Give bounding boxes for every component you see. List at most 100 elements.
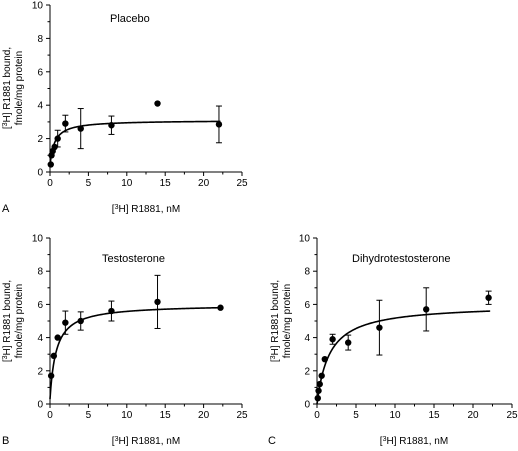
- data-point: [108, 122, 115, 129]
- data-point: [62, 120, 69, 127]
- panel-title: Placebo: [110, 13, 150, 25]
- data-point: [485, 294, 492, 301]
- x-tick-label: 20: [467, 410, 479, 421]
- y-tick-label: 6: [37, 67, 43, 78]
- x-axis-label-part: H] R1881, nM: [118, 436, 180, 447]
- y-tick-label: 10: [299, 234, 311, 245]
- data-point: [108, 307, 115, 315]
- x-tick-label: 5: [86, 178, 92, 189]
- panel-title: Dihydrotestosterone: [352, 253, 450, 265]
- y-tick-label: 2: [37, 366, 43, 377]
- x-axis-label-part: [: [112, 204, 115, 215]
- y-axis-label-line1: [3H] R1881 bound,: [270, 280, 282, 362]
- y-tick-label: 0: [37, 400, 43, 411]
- panel-label: C: [268, 435, 276, 447]
- y-tick-label: 8: [37, 267, 43, 278]
- x-axis-label-part: H] R1881, nM: [118, 204, 180, 215]
- data-point: [54, 135, 61, 142]
- y-tick-label: 6: [304, 300, 310, 311]
- panel-label: A: [2, 203, 10, 215]
- y-axis-label-line2: fmole/mg protein: [14, 284, 25, 358]
- x-tick-label: 25: [506, 410, 518, 421]
- y-axis-label-part: [: [2, 359, 13, 362]
- x-tick-label: 10: [121, 178, 133, 189]
- y-axis-label-part: H] R1881 bound,: [270, 280, 281, 356]
- data-point: [77, 125, 84, 132]
- data-point: [329, 336, 336, 343]
- y-axis-label-line1: [3H] R1881 bound,: [2, 47, 14, 129]
- x-tick-label: 25: [236, 178, 248, 189]
- data-point: [376, 324, 383, 331]
- x-tick-label: 15: [160, 178, 172, 189]
- y-axis-label-line2: fmole/mg protein: [14, 51, 25, 125]
- data-point: [51, 143, 58, 151]
- panel-title: Testosterone: [102, 253, 165, 265]
- x-axis-label: [3H] R1881, nM: [380, 436, 448, 448]
- x-axis-label-sup: 3: [115, 204, 119, 211]
- x-axis-label: [3H] R1881, nM: [112, 204, 180, 216]
- x-tick-label: 5: [353, 410, 359, 421]
- y-tick-label: 0: [37, 168, 43, 179]
- x-tick-label: 20: [198, 178, 210, 189]
- y-tick-label: 6: [37, 300, 43, 311]
- x-axis-label-sup: 3: [383, 436, 387, 443]
- data-point: [423, 306, 430, 313]
- x-tick-label: 25: [236, 410, 248, 421]
- data-point: [215, 121, 223, 128]
- y-axis-label-sup: 3: [2, 122, 9, 126]
- data-point: [321, 355, 328, 363]
- data-point: [54, 334, 61, 341]
- y-tick-label: 2: [304, 366, 310, 377]
- x-tick-label: 20: [198, 410, 210, 421]
- y-tick-label: 2: [37, 134, 43, 145]
- y-tick-label: 8: [304, 267, 310, 278]
- y-tick-label: 10: [32, 234, 44, 245]
- x-tick-label: 15: [428, 410, 440, 421]
- y-axis-label-sup: 3: [270, 355, 277, 359]
- data-point: [62, 319, 69, 326]
- x-tick-label: 15: [160, 410, 172, 421]
- y-tick-label: 4: [304, 333, 310, 344]
- x-axis-label-part: [: [380, 436, 383, 447]
- y-axis-label-sup: 3: [2, 355, 9, 359]
- y-tick-label: 4: [37, 101, 43, 112]
- x-tick-label: 0: [47, 178, 53, 189]
- data-point: [315, 387, 322, 394]
- x-tick-label: 0: [47, 410, 53, 421]
- y-tick-label: 0: [304, 400, 310, 411]
- y-axis-label-part: [: [270, 359, 281, 362]
- y-axis-label-part: [: [2, 126, 13, 129]
- data-point: [316, 380, 323, 388]
- y-tick-label: 4: [37, 333, 43, 344]
- data-point: [154, 298, 161, 306]
- x-tick-label: 5: [86, 410, 92, 421]
- x-axis-label: [3H] R1881, nM: [112, 436, 180, 448]
- x-tick-label: 10: [389, 410, 401, 421]
- x-tick-label: 10: [121, 410, 133, 421]
- x-axis-label-part: H] R1881, nM: [386, 436, 448, 447]
- data-point: [47, 161, 54, 168]
- data-point: [217, 304, 224, 311]
- y-tick-label: 8: [37, 34, 43, 45]
- data-point: [318, 372, 325, 379]
- data-point: [345, 339, 352, 346]
- y-axis-label-part: H] R1881 bound,: [2, 280, 13, 356]
- y-tick-label: 10: [32, 1, 44, 12]
- data-point: [314, 394, 321, 402]
- x-axis-label-sup: 3: [115, 436, 119, 443]
- y-axis-label-line1: [3H] R1881 bound,: [2, 280, 14, 362]
- data-point: [50, 352, 58, 360]
- data-point: [154, 100, 161, 107]
- fit-curve: [49, 306, 221, 400]
- x-axis-label-part: [: [112, 436, 115, 447]
- data-point: [77, 317, 84, 325]
- data-point: [47, 372, 55, 379]
- x-tick-label: 0: [314, 410, 320, 421]
- y-axis-label-line2: fmole/mg protein: [282, 284, 293, 358]
- y-axis-label-part: H] R1881 bound,: [2, 47, 13, 123]
- fit-curve: [316, 310, 491, 405]
